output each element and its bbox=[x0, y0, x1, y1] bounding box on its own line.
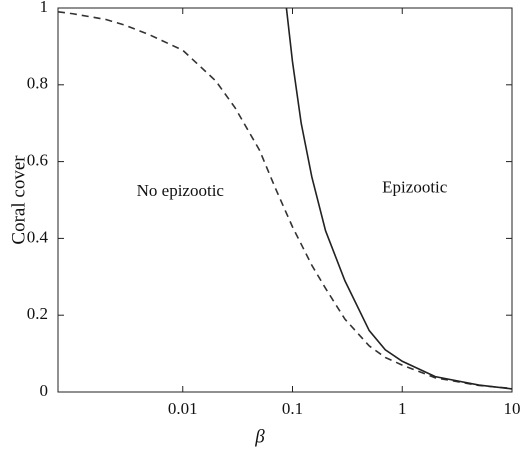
x-tick-label: 1 bbox=[398, 399, 407, 418]
y-tick-label: 0.2 bbox=[27, 304, 48, 323]
plot-frame bbox=[57, 7, 513, 393]
x-tick-label: 0.1 bbox=[282, 399, 303, 418]
x-axis-label: β bbox=[254, 426, 265, 447]
annotation: No epizootic bbox=[137, 181, 225, 200]
series-line bbox=[285, 7, 513, 390]
y-tick-label: 0.4 bbox=[27, 227, 49, 246]
annotation: Epizootic bbox=[382, 177, 448, 196]
x-tick-label: 10 bbox=[504, 399, 521, 418]
y-tick-label: 1 bbox=[40, 0, 49, 16]
y-tick-label: 0.6 bbox=[27, 151, 48, 170]
x-tick-label: 0.01 bbox=[168, 399, 198, 418]
y-tick-label: 0.8 bbox=[27, 74, 48, 93]
series-line bbox=[57, 11, 513, 390]
y-axis-label: Coral cover bbox=[8, 155, 29, 245]
y-tick-label: 0 bbox=[40, 381, 49, 400]
